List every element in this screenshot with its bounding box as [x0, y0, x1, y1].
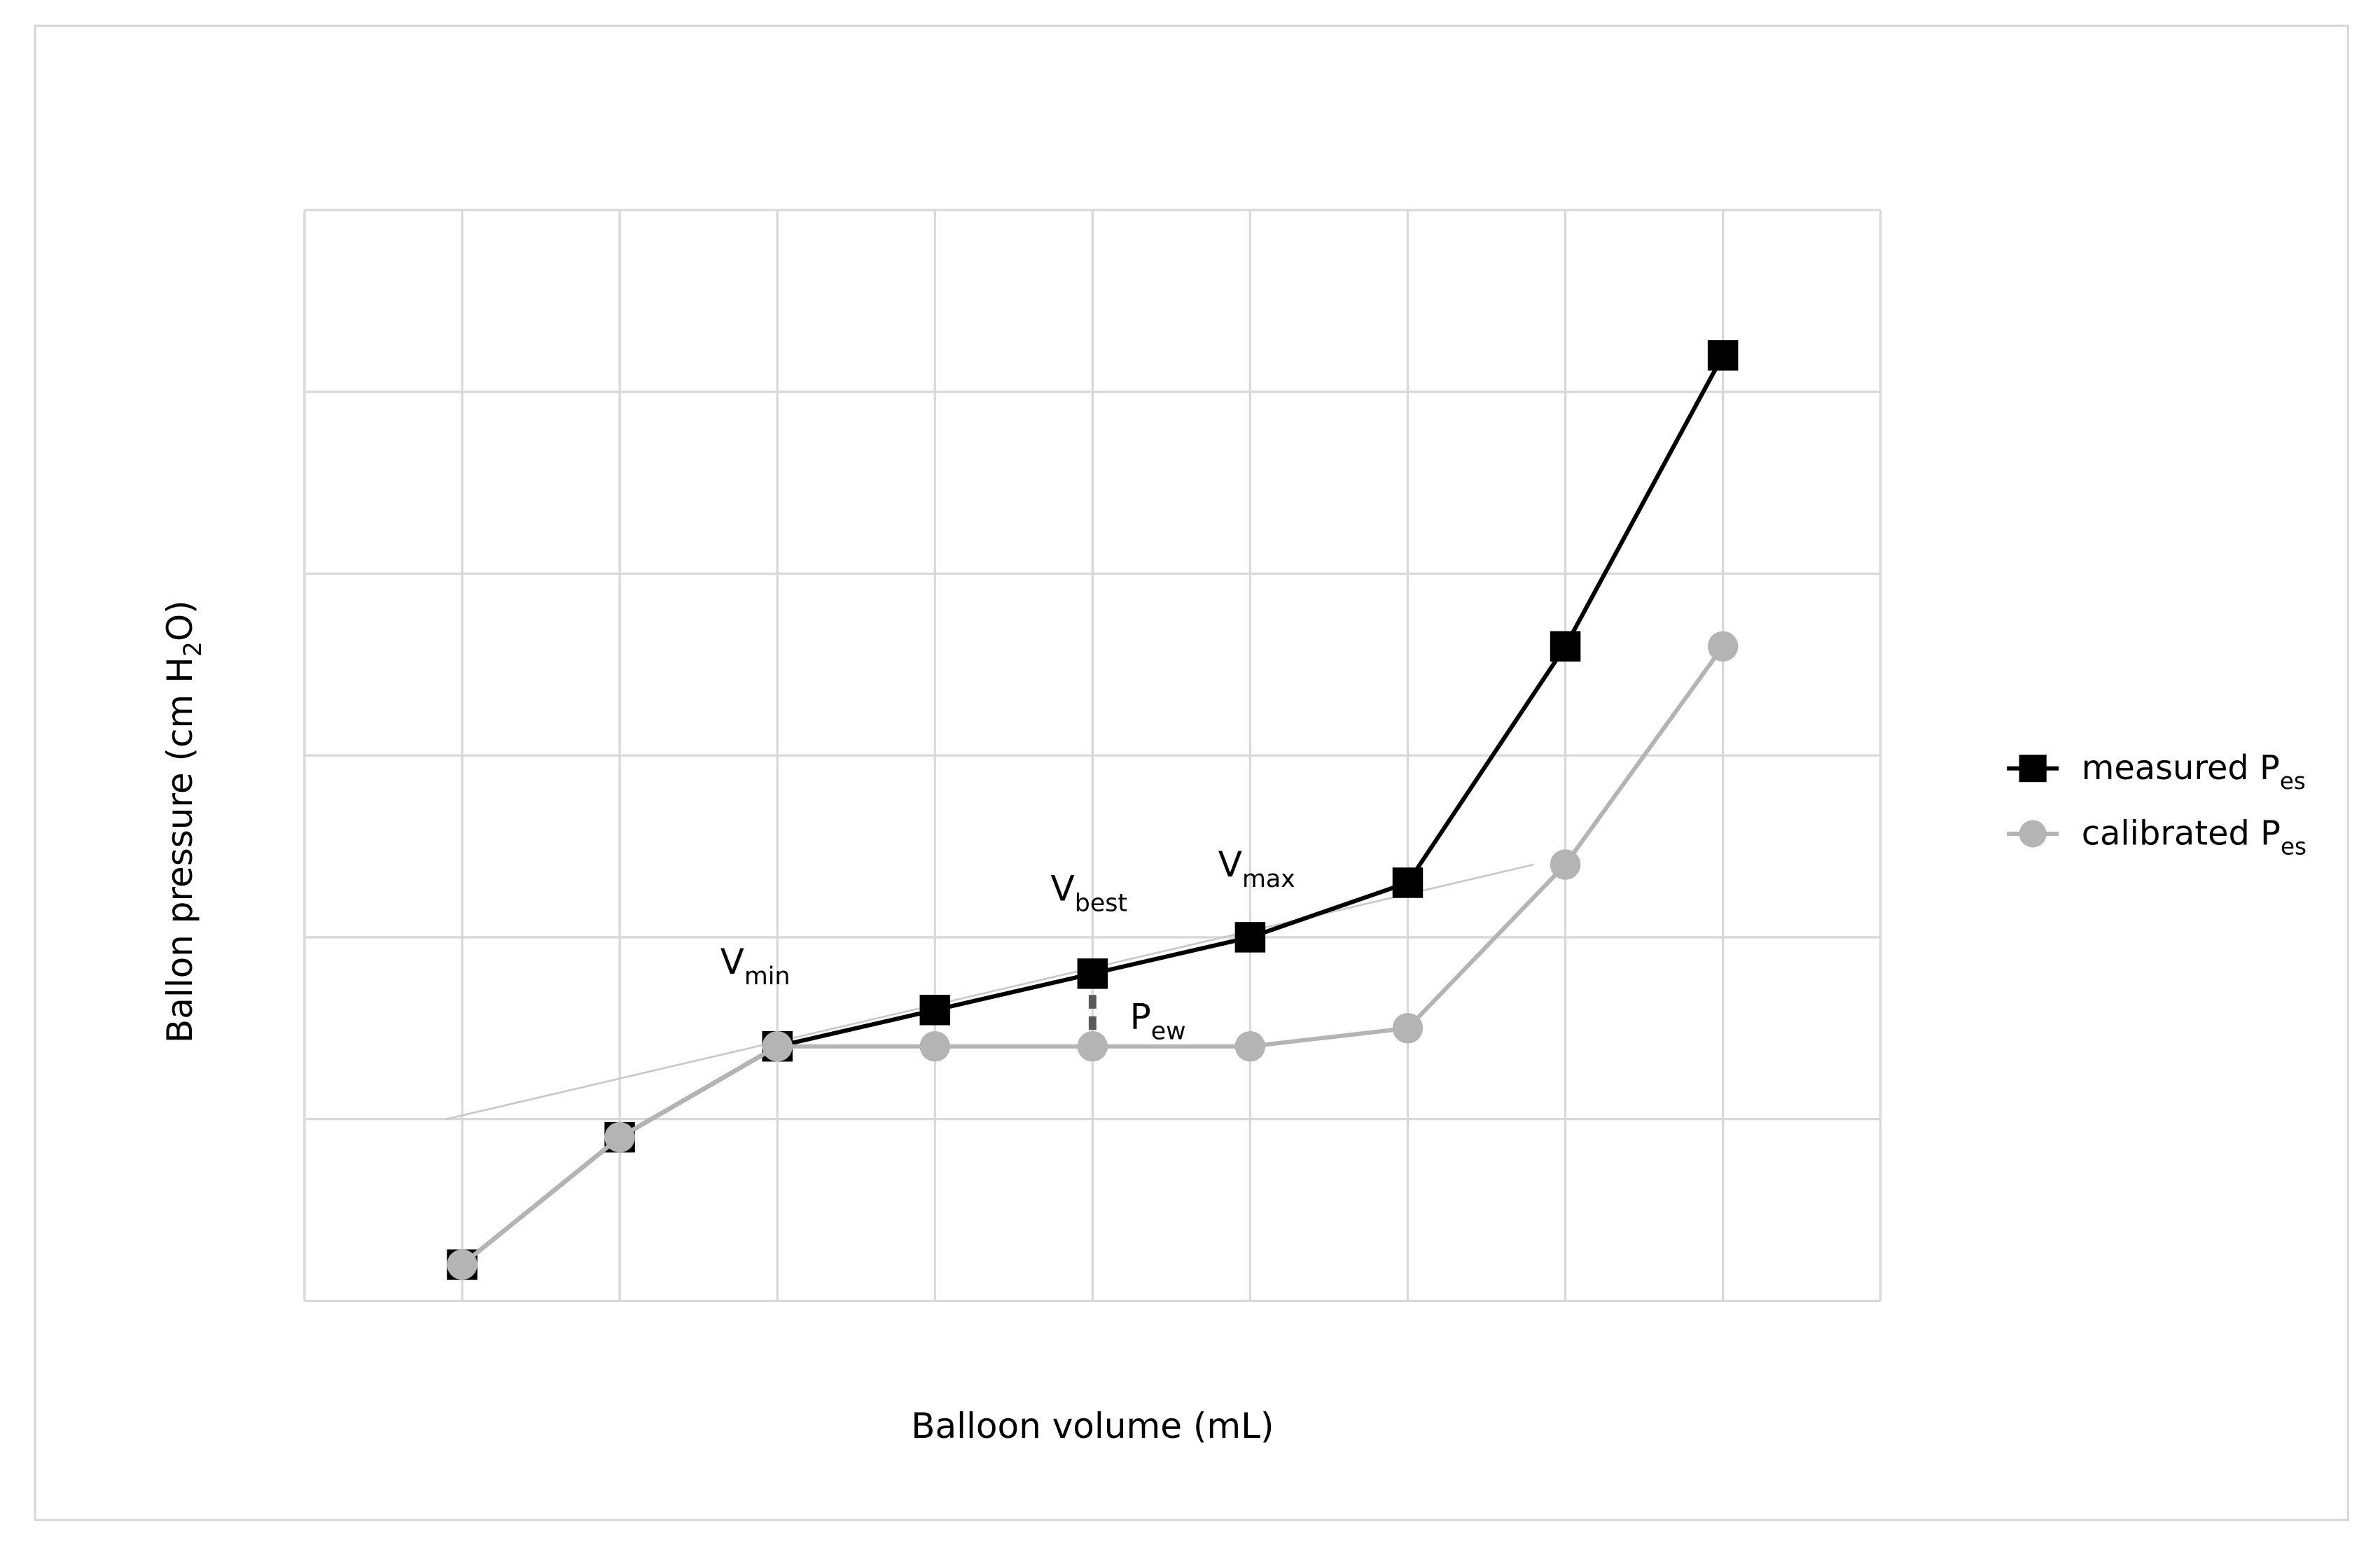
annotation: Vmin — [721, 942, 791, 991]
annotation: Pew — [1130, 996, 1186, 1045]
marker — [1234, 922, 1266, 953]
marker — [919, 995, 950, 1026]
marker — [1550, 631, 1581, 662]
legend-label-sub: es — [2281, 834, 2306, 860]
trend-line — [446, 863, 1534, 1120]
marker — [1392, 1013, 1424, 1044]
y-axis-label-part: O) — [160, 600, 200, 641]
marker — [1234, 1031, 1266, 1062]
annotation-sub: ew — [1151, 1017, 1186, 1045]
x-axis-label: Balloon volume (mL) — [911, 1406, 1274, 1446]
marker — [1077, 958, 1108, 989]
legend-label-main: calibrated P — [2082, 814, 2281, 853]
marker — [1707, 340, 1739, 371]
marker — [1550, 849, 1581, 880]
annotation: Vbest — [1051, 869, 1127, 918]
marker — [1077, 1031, 1108, 1062]
marker — [919, 1031, 950, 1062]
annotation-sub: min — [744, 963, 791, 991]
chart-border — [34, 25, 2349, 1521]
annotation: Vmax — [1218, 844, 1295, 893]
legend-marker — [2019, 755, 2047, 783]
marker — [604, 1121, 635, 1153]
y-axis-label-sub: 2 — [179, 641, 207, 657]
y-axis-label: Ballon pressure (cm H2O) — [160, 600, 207, 1043]
legend-label-sub: es — [2280, 768, 2306, 795]
annotation-main: V — [1051, 869, 1075, 909]
annotation-sub: max — [1242, 865, 1295, 893]
y-axis-label-part: Ballon pressure (cm H — [160, 657, 200, 1043]
legend-marker — [2019, 820, 2047, 848]
legend-label: calibrated Pes — [2082, 814, 2306, 860]
legend-label: measured Pes — [2082, 749, 2306, 795]
annotation-sub: best — [1075, 890, 1127, 918]
marker — [447, 1249, 478, 1280]
marker — [762, 1031, 793, 1062]
annotation-main: P — [1130, 996, 1151, 1037]
annotation-main: V — [1218, 844, 1242, 885]
marker — [1707, 631, 1739, 662]
marker — [1392, 867, 1424, 898]
legend-label-main: measured P — [2082, 749, 2280, 788]
annotation-main: V — [721, 942, 744, 982]
